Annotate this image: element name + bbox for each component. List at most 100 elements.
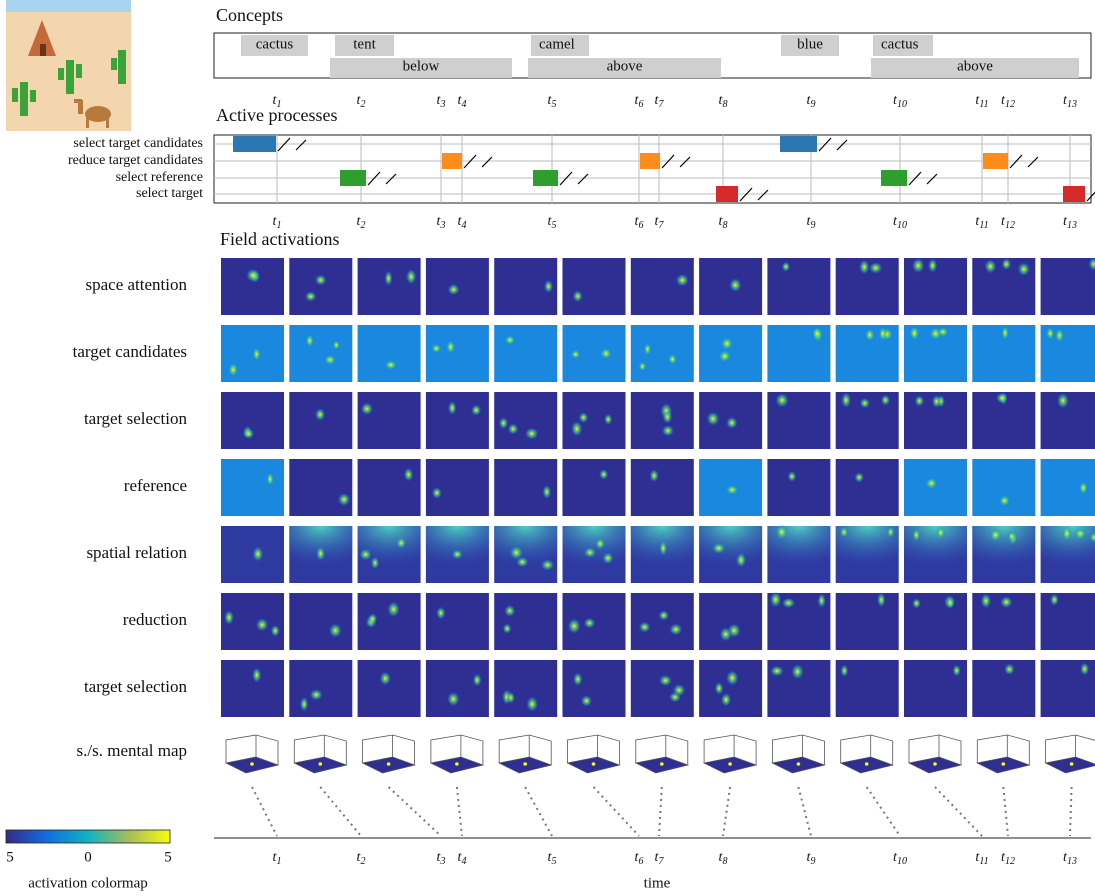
time-subscript: 8 <box>722 220 727 231</box>
colorbar-tick: 5 <box>6 849 14 865</box>
activation-peak <box>720 627 732 641</box>
mental-map <box>841 735 893 773</box>
activation-peak <box>361 402 373 415</box>
time-tick-label: t11 <box>975 850 988 867</box>
time-tick-label: t10 <box>893 214 907 231</box>
field-heatmap <box>494 325 557 382</box>
time-subscript: 5 <box>551 99 556 110</box>
scene-image <box>6 0 131 131</box>
time-subscript: 8 <box>722 99 727 110</box>
time-subscript: 4 <box>461 99 466 110</box>
activation-peak <box>659 540 667 556</box>
time-tick-label: t12 <box>1001 850 1015 867</box>
activation-peak <box>253 546 264 561</box>
activation-peak <box>542 485 551 499</box>
activation-peak <box>720 337 733 351</box>
activation-peak <box>387 601 400 617</box>
time-subscript: 1 <box>276 99 281 110</box>
activation-peak <box>1000 596 1013 608</box>
field-heatmap <box>426 660 489 717</box>
activation-peak <box>228 362 239 377</box>
activation-peak <box>817 593 825 608</box>
process-block <box>340 170 366 186</box>
field-label: space attention <box>86 275 188 294</box>
process-block <box>716 186 738 202</box>
field-heatmap <box>221 526 284 583</box>
field-heatmap <box>221 392 284 449</box>
activation-peak <box>914 395 924 406</box>
activation-peak <box>266 471 274 486</box>
activation-peak <box>310 689 323 700</box>
activation-peak <box>937 326 949 337</box>
field-heatmap <box>358 392 421 449</box>
time-subscript: 2 <box>360 220 365 231</box>
relation-label: above <box>607 58 643 74</box>
activation-peak <box>243 429 254 440</box>
activation-peak <box>869 262 883 274</box>
field-heatmap <box>358 258 421 315</box>
activation-peak <box>595 538 606 550</box>
field-heatmap <box>563 660 626 717</box>
time-tick-label: t1 <box>273 93 282 110</box>
time-tick-label: t7 <box>655 214 665 231</box>
field-heatmap <box>426 325 489 382</box>
activation-peak <box>669 623 682 635</box>
activation-peak <box>584 547 597 558</box>
relation-cone <box>426 526 489 566</box>
time-tick-label: t13 <box>1063 93 1077 110</box>
concept-label: blue <box>797 36 823 52</box>
activation-peak <box>878 326 886 342</box>
time-subscript: 6 <box>638 220 643 231</box>
time-link <box>723 787 730 836</box>
field-heatmap <box>563 459 626 516</box>
map-object <box>387 762 391 766</box>
relation-cone <box>563 526 626 566</box>
activation-peak <box>1018 262 1030 276</box>
activation-peak <box>316 546 325 561</box>
relation-cone <box>972 526 1035 566</box>
field-heatmap <box>767 258 830 315</box>
activation-peak <box>471 404 481 415</box>
activation-peak <box>448 284 460 296</box>
time-subscript: 6 <box>638 99 643 110</box>
activation-peak <box>544 280 553 293</box>
time-link <box>659 787 662 836</box>
time-subscript: 13 <box>1067 99 1077 110</box>
time-tick-label: t3 <box>437 93 446 110</box>
time-tick-label: t12 <box>1001 214 1015 231</box>
mental-map <box>568 735 620 773</box>
map-object <box>523 762 527 766</box>
activation-peak <box>936 526 946 539</box>
activation-peak <box>999 495 1011 507</box>
field-heatmap <box>699 593 762 650</box>
activation-peak <box>860 398 871 409</box>
time-subscript: 12 <box>1005 99 1015 110</box>
activation-peak <box>384 270 392 286</box>
time-tick-label: t6 <box>635 214 644 231</box>
time-link <box>1003 787 1008 836</box>
time-tick-label: t9 <box>807 214 816 231</box>
activation-peak <box>952 665 961 677</box>
process-block <box>442 153 462 169</box>
time-subscript: 11 <box>979 99 988 110</box>
activation-peak <box>584 618 596 629</box>
activation-peak <box>791 664 803 680</box>
activation-peak <box>725 485 739 496</box>
field-heatmap <box>494 660 557 717</box>
activation-peak <box>256 618 269 631</box>
time-tick-label: t13 <box>1063 214 1077 231</box>
activation-peak <box>984 259 996 273</box>
time-tick-label: t5 <box>548 93 557 110</box>
map-object <box>455 762 459 766</box>
relation-label: below <box>403 58 440 74</box>
time-subscript: 1 <box>276 856 281 867</box>
activation-peak <box>1008 531 1016 542</box>
activation-peak <box>526 696 538 712</box>
field-label: spatial relation <box>86 543 187 562</box>
time-tick-label: t7 <box>655 850 665 867</box>
time-tick-label: t8 <box>719 214 728 231</box>
activation-peak <box>770 592 782 608</box>
activation-peak <box>668 353 678 365</box>
activation-peak <box>431 343 442 353</box>
activation-peak <box>840 664 848 677</box>
